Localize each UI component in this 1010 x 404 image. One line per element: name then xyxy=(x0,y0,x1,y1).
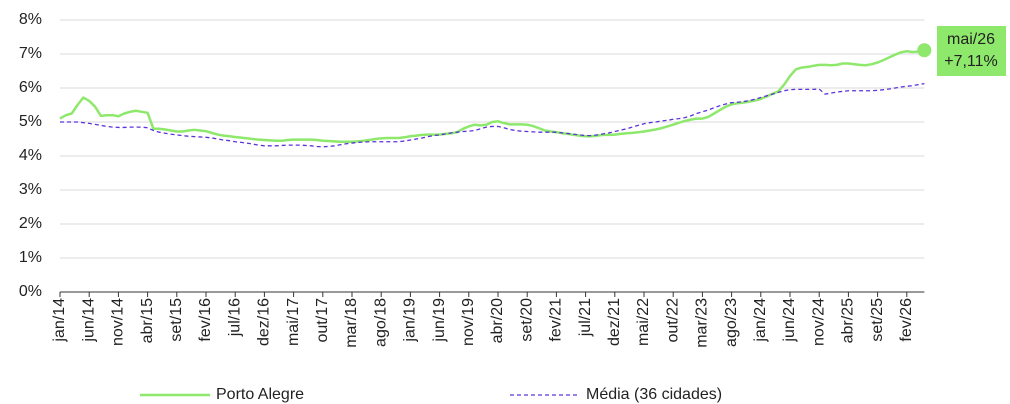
series-line xyxy=(60,82,925,148)
y-tick-label: 0% xyxy=(19,283,42,300)
x-tick-label: jun/24 xyxy=(781,298,798,343)
x-tick-label: nov/24 xyxy=(810,298,827,346)
x-tick-label: out/22 xyxy=(664,298,681,343)
y-tick-label: 3% xyxy=(19,181,42,198)
x-tick-label: ago/23 xyxy=(723,298,740,347)
x-tick-label: jan/14 xyxy=(51,298,68,343)
x-tick-label: nov/14 xyxy=(110,298,127,346)
legend-label: Porto Alegre xyxy=(216,386,304,403)
x-tick-label: mar/23 xyxy=(694,298,711,348)
x-tick-label: jan/19 xyxy=(402,298,419,343)
x-tick-label: set/20 xyxy=(518,298,535,342)
x-tick-label: set/15 xyxy=(168,298,185,342)
y-tick-label: 8% xyxy=(19,11,42,28)
y-tick-label: 5% xyxy=(19,113,42,130)
end-marker xyxy=(917,43,932,58)
y-tick-label: 4% xyxy=(19,147,42,164)
annotation-text: +7,11% xyxy=(944,53,998,70)
x-tick-label: jun/14 xyxy=(80,298,97,343)
x-tick-label: mai/17 xyxy=(285,298,302,346)
legend-label: Média (36 cidades) xyxy=(586,386,722,403)
series-line xyxy=(59,49,925,143)
y-tick-label: 2% xyxy=(19,215,42,232)
x-tick-label: set/25 xyxy=(869,298,886,342)
x-tick-label: nov/19 xyxy=(460,298,477,346)
y-tick-label: 7% xyxy=(19,45,42,62)
x-tick-label: ago/18 xyxy=(372,298,389,347)
annotation-text: mai/26 xyxy=(947,31,995,48)
x-tick-label: jan/24 xyxy=(752,298,769,343)
x-tick-label: fev/16 xyxy=(197,298,214,342)
y-tick-label: 1% xyxy=(19,249,42,266)
x-tick-label: mai/22 xyxy=(635,298,652,346)
x-tick-label: jun/19 xyxy=(431,298,448,343)
annotation-box xyxy=(937,26,1006,76)
x-tick-label: abr/20 xyxy=(489,298,506,343)
x-tick-label: out/17 xyxy=(314,298,331,343)
x-tick-label: abr/15 xyxy=(139,298,156,343)
x-tick-label: dez/16 xyxy=(256,298,273,346)
x-tick-label: dez/21 xyxy=(606,298,623,346)
x-tick-label: abr/25 xyxy=(840,298,857,343)
x-tick-label: jul/16 xyxy=(226,298,243,337)
x-tick-label: mar/18 xyxy=(343,298,360,348)
y-tick-label: 6% xyxy=(19,79,42,96)
x-tick-label: fev/21 xyxy=(548,298,565,342)
x-tick-label: jul/21 xyxy=(577,298,594,337)
x-tick-label: fev/26 xyxy=(898,298,915,342)
